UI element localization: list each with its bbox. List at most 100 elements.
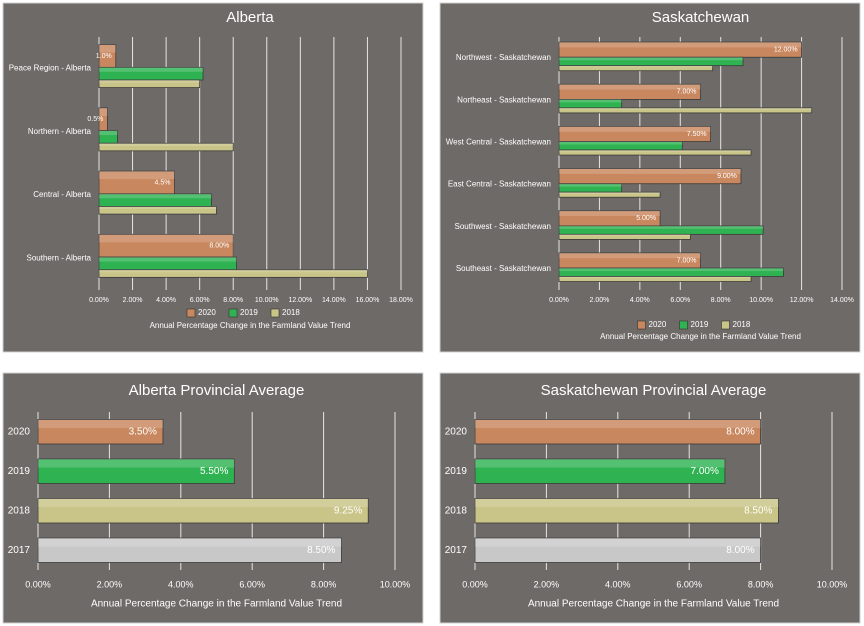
chart-title: Alberta Provincial Average bbox=[129, 382, 305, 399]
value-label: 7.00% bbox=[691, 466, 719, 477]
value-label: 8.50% bbox=[307, 545, 335, 556]
legend-label: 2018 bbox=[733, 320, 751, 329]
legend-swatch bbox=[270, 308, 280, 318]
bar-highlight bbox=[559, 183, 622, 187]
bar bbox=[98, 269, 368, 278]
bar-highlight bbox=[99, 257, 237, 262]
bar bbox=[558, 65, 714, 72]
x-tick-label: 16.00% bbox=[356, 297, 380, 304]
chart-title: Saskatchewan bbox=[652, 9, 750, 26]
x-tick-label: 4.00% bbox=[605, 579, 631, 589]
value-label: 9.00% bbox=[717, 173, 737, 180]
value-label: 0.5% bbox=[87, 116, 103, 123]
legend-label: 2018 bbox=[282, 308, 300, 317]
bar bbox=[558, 233, 691, 240]
y-tick-label: 2020 bbox=[8, 426, 31, 437]
y-tick-label: Southeast - Saskatchewan bbox=[456, 264, 551, 273]
bar-highlight bbox=[559, 210, 661, 217]
bar-highlight bbox=[99, 80, 200, 83]
x-tick-label: 10.00% bbox=[255, 297, 279, 304]
legend-label: 2020 bbox=[649, 320, 667, 329]
y-tick-label: Northwest - Saskatchewan bbox=[456, 53, 551, 62]
legend-label: 2019 bbox=[691, 320, 709, 329]
y-tick-label: 2018 bbox=[8, 505, 31, 516]
bar-highlight bbox=[99, 107, 108, 116]
bar-highlight bbox=[99, 171, 175, 180]
bar bbox=[474, 419, 762, 445]
value-label: 1.0% bbox=[96, 53, 112, 60]
bar-highlight bbox=[559, 65, 713, 68]
value-label: 7.50% bbox=[687, 131, 707, 138]
legend-swatch bbox=[679, 320, 688, 330]
y-tick-label: 2019 bbox=[445, 466, 468, 477]
bar bbox=[474, 537, 762, 563]
x-tick-label: 8.00% bbox=[223, 297, 243, 304]
x-tick-label: 8.00% bbox=[311, 579, 337, 589]
x-tick-label: 6.00% bbox=[670, 297, 690, 304]
bar-highlight bbox=[559, 99, 622, 103]
bar-highlight bbox=[559, 84, 701, 90]
bar-highlight bbox=[38, 498, 369, 508]
bar-highlight bbox=[475, 419, 761, 429]
x-tick-label: 6.00% bbox=[190, 297, 210, 304]
bar-highlight bbox=[559, 234, 691, 237]
bar bbox=[98, 206, 217, 215]
bar bbox=[37, 498, 369, 524]
bar-highlight bbox=[559, 225, 764, 229]
bar bbox=[558, 107, 813, 114]
bar-highlight bbox=[559, 141, 683, 145]
value-label: 7.00% bbox=[677, 257, 697, 264]
bar-highlight bbox=[559, 252, 701, 259]
bar-highlight bbox=[475, 459, 725, 468]
bar-highlight bbox=[99, 44, 116, 53]
x-tick-label: 18.00% bbox=[389, 297, 413, 304]
bar-highlight bbox=[559, 150, 752, 152]
x-axis-label: Annual Percentage Change in the Farmland… bbox=[150, 321, 351, 330]
value-label: 7.00% bbox=[677, 89, 697, 96]
y-tick-label: 2020 bbox=[445, 426, 468, 437]
bar-highlight bbox=[559, 107, 812, 110]
legend-swatch bbox=[637, 320, 646, 330]
x-tick-label: 12.00% bbox=[790, 297, 814, 304]
panel bbox=[2, 2, 424, 353]
bar-highlight bbox=[99, 143, 234, 146]
bar bbox=[474, 498, 779, 524]
bar bbox=[37, 458, 235, 484]
y-tick-label: 2017 bbox=[8, 545, 31, 556]
legend-swatch bbox=[186, 308, 196, 318]
value-label: 12.00% bbox=[774, 46, 798, 53]
x-tick-label: 2.00% bbox=[534, 579, 560, 589]
bar-highlight bbox=[475, 538, 761, 547]
y-tick-label: 2019 bbox=[8, 466, 31, 477]
bar-highlight bbox=[475, 498, 779, 508]
value-label: 8.00% bbox=[726, 545, 754, 556]
bar bbox=[558, 276, 752, 282]
bar-highlight bbox=[559, 276, 752, 279]
panel bbox=[439, 372, 861, 624]
legend-swatch bbox=[228, 308, 238, 318]
bar-highlight bbox=[99, 234, 234, 243]
value-label: 9.25% bbox=[334, 505, 362, 516]
bar bbox=[37, 537, 342, 563]
x-axis-label: Annual Percentage Change in the Farmland… bbox=[528, 599, 779, 610]
y-tick-label: 2018 bbox=[445, 505, 468, 516]
x-axis-label: Annual Percentage Change in the Farmland… bbox=[91, 599, 342, 610]
y-tick-label: Peace Region - Alberta bbox=[9, 64, 92, 73]
y-tick-label: Central - Alberta bbox=[33, 190, 91, 199]
bar-highlight bbox=[99, 269, 368, 273]
chart-title: Saskatchewan Provincial Average bbox=[541, 382, 767, 399]
bar-highlight bbox=[559, 57, 743, 61]
x-tick-label: 4.00% bbox=[156, 297, 176, 304]
bar bbox=[558, 149, 752, 156]
x-tick-label: 12.00% bbox=[288, 297, 312, 304]
bar-highlight bbox=[99, 130, 118, 136]
x-tick-label: 2.00% bbox=[97, 579, 123, 589]
bar-highlight bbox=[99, 206, 217, 210]
y-tick-label: Northeast - Saskatchewan bbox=[457, 95, 551, 104]
bar-highlight bbox=[99, 193, 212, 199]
bar bbox=[474, 458, 726, 484]
bar bbox=[37, 419, 164, 445]
x-tick-label: 10.00% bbox=[817, 579, 848, 589]
x-tick-label: 14.00% bbox=[830, 297, 854, 304]
